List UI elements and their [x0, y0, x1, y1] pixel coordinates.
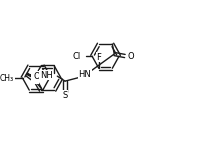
Text: F: F: [96, 53, 101, 62]
Text: O: O: [33, 72, 40, 81]
Text: S: S: [62, 91, 67, 100]
Text: O: O: [127, 52, 134, 60]
Text: N: N: [32, 75, 38, 84]
Text: NH: NH: [40, 71, 52, 80]
Text: HN: HN: [78, 70, 91, 79]
Text: CH₃: CH₃: [0, 74, 14, 83]
Text: Cl: Cl: [72, 52, 80, 61]
